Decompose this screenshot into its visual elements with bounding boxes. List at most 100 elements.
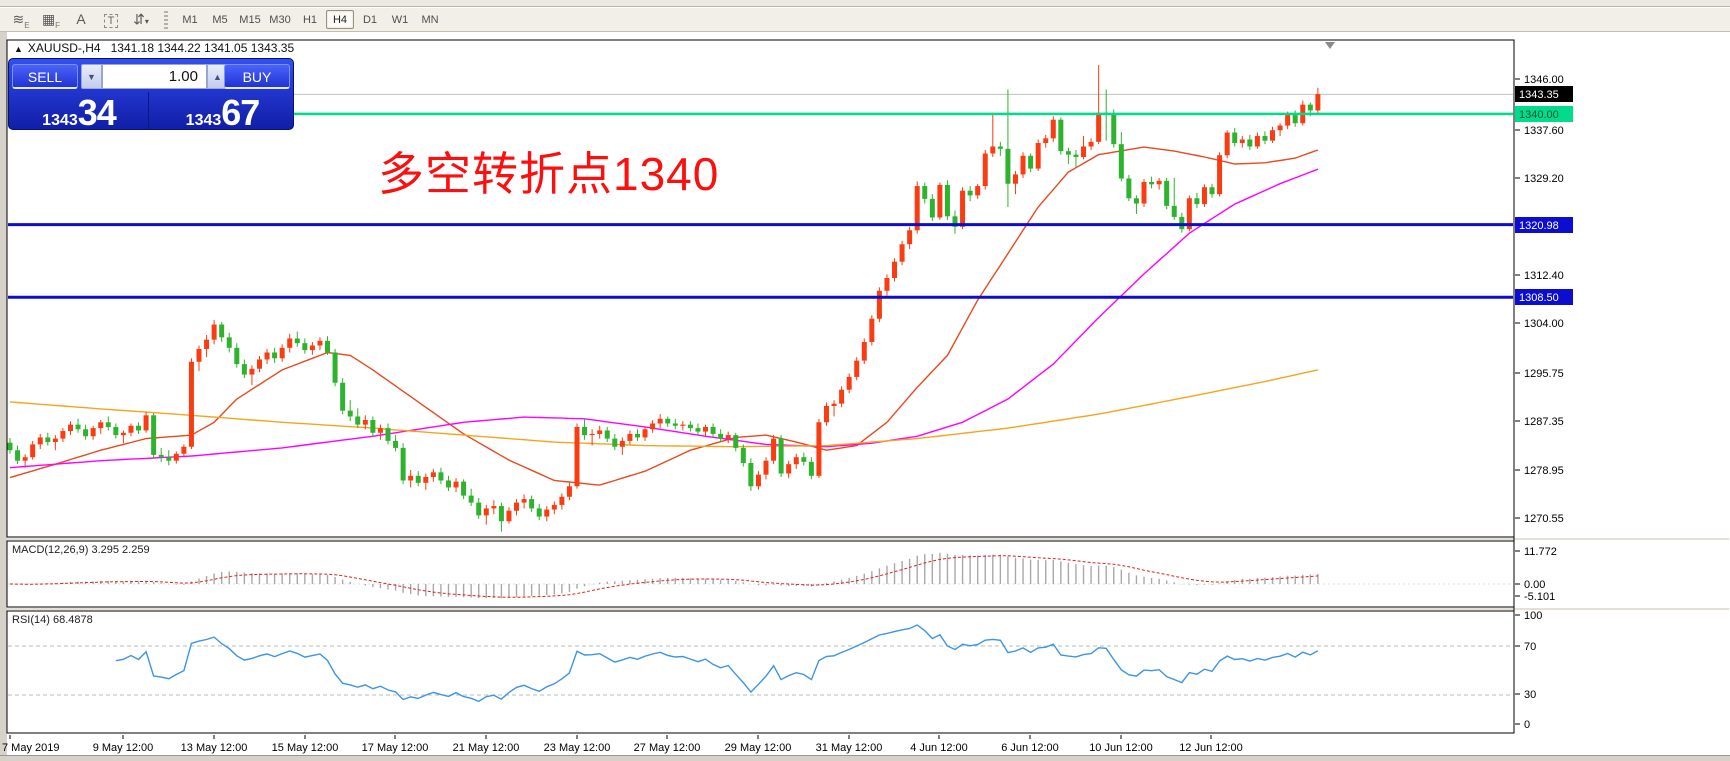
- candle-body-down: [370, 419, 376, 433]
- symbol-period: XAUUSD-,H4: [27, 41, 101, 55]
- candle-body-down: [740, 447, 746, 464]
- candle-body-up: [1201, 187, 1207, 205]
- timeframe-w1[interactable]: W1: [391, 14, 409, 26]
- candle-body-down: [166, 457, 172, 461]
- macd-histogram: [16, 552, 1319, 599]
- candle-body-up: [619, 440, 625, 447]
- candle-body-down: [226, 337, 232, 348]
- candle-body-down: [1209, 187, 1215, 195]
- panel-splitter[interactable]: [7, 608, 1729, 610]
- timeframe-d1[interactable]: D1: [362, 14, 378, 26]
- candle-body-down: [1194, 198, 1200, 205]
- price-badge: [1515, 106, 1573, 122]
- svg-text:29 May 12:00: 29 May 12:00: [725, 742, 792, 754]
- time-axis: 7 May 2019 9 May 12:00 13 May 12:00 15 May …: [2, 735, 1243, 754]
- candle-body-down: [929, 198, 935, 218]
- candle-body-down: [151, 415, 157, 455]
- grid-icon[interactable]: ▦F: [41, 11, 61, 30]
- candle-body-down: [536, 508, 542, 517]
- candle-body-down: [922, 186, 928, 199]
- candle-body-down: [1292, 115, 1298, 124]
- svg-text:7 May 2019: 7 May 2019: [2, 742, 59, 754]
- candle-body-down: [718, 433, 724, 439]
- svg-text:9 May 12:00: 9 May 12:00: [93, 742, 154, 754]
- candle-body-up: [793, 457, 799, 465]
- candle-body-up: [1217, 155, 1223, 195]
- candle-body-down: [332, 352, 338, 383]
- timeframe-m15[interactable]: M15: [239, 14, 261, 26]
- toolbar-separator: [164, 11, 168, 29]
- candle-body-up: [249, 368, 255, 375]
- candle-body-up: [657, 418, 663, 424]
- candle-body-up: [650, 423, 656, 430]
- candle-body-up: [30, 444, 36, 458]
- svg-text:0: 0: [1524, 719, 1530, 731]
- candle-body-up: [627, 433, 633, 441]
- macd-signal-line: [9, 555, 1318, 598]
- candle-body-up: [975, 186, 981, 196]
- buy-button[interactable]: BUY: [224, 64, 290, 89]
- candle-body-up: [703, 426, 709, 432]
- candle-body-down: [529, 499, 535, 509]
- svg-text:1346.00: 1346.00: [1524, 74, 1564, 86]
- timeframe-m1[interactable]: M1: [182, 14, 198, 26]
- candle-body-down: [445, 480, 451, 488]
- candle-body-up: [196, 348, 202, 362]
- text-box-icon[interactable]: T: [98, 9, 124, 30]
- sell-button[interactable]: SELL: [12, 64, 78, 89]
- candle-body-up: [1141, 181, 1147, 204]
- one-click-trading-panel: SELL ▼ ▲ BUY 134334 134367: [8, 58, 294, 133]
- ohlc-values: 1341.18 1344.22 1341.05 1343.35: [110, 41, 295, 55]
- candle-body-up: [786, 464, 792, 474]
- chart-title-line: ▲ XAUUSD-,H4 1341.18 1344.22 1341.05 1343.…: [14, 41, 294, 55]
- candle-body-down: [385, 428, 391, 441]
- candle-body-up: [1224, 132, 1230, 156]
- candle-body-up: [892, 261, 898, 278]
- candle-body-up: [869, 318, 875, 342]
- svg-text:1320.98: 1320.98: [1519, 220, 1559, 232]
- candle-body-down: [294, 338, 300, 344]
- candle-body-up: [1186, 198, 1192, 230]
- timeframe-h4[interactable]: H4: [326, 10, 354, 29]
- volume-input[interactable]: [102, 64, 207, 89]
- candle-body-up: [990, 146, 996, 154]
- bid-price[interactable]: 134334: [10, 92, 149, 133]
- volume-decrease-button[interactable]: ▼: [81, 64, 102, 89]
- candle-body-up: [264, 352, 270, 360]
- candle-body-up: [960, 190, 966, 227]
- candle-body-down: [302, 343, 308, 351]
- svg-text:1278.95: 1278.95: [1524, 465, 1564, 477]
- panel-splitter[interactable]: [7, 538, 1729, 540]
- candle-body-down: [1149, 181, 1155, 185]
- candle-body-up: [256, 359, 262, 369]
- candle-body-up: [982, 153, 988, 187]
- candle-body-down: [15, 450, 21, 461]
- timeframe-h1[interactable]: H1: [302, 14, 318, 26]
- candle-body-down: [1232, 132, 1238, 144]
- timeframe-m30[interactable]: M30: [269, 14, 291, 26]
- candle-body-down: [665, 418, 671, 424]
- chart-shift-marker-icon[interactable]: [1325, 42, 1335, 49]
- candle-body-down: [498, 506, 504, 522]
- candle-body-down: [1118, 144, 1124, 179]
- candle-body-up: [1277, 125, 1283, 131]
- arrows-icon[interactable]: ⇵▾: [133, 11, 149, 27]
- svg-text:1308.50: 1308.50: [1519, 292, 1559, 304]
- ask-price[interactable]: 134367: [185, 92, 261, 133]
- candle-body-up: [173, 453, 179, 461]
- text-label-icon[interactable]: A: [76, 11, 86, 27]
- candle-body-up: [755, 474, 761, 487]
- candle-body-down: [1073, 154, 1079, 157]
- svg-text:1337.60: 1337.60: [1524, 125, 1564, 137]
- candle-body-up: [763, 460, 769, 475]
- candle-body-down: [1262, 136, 1268, 141]
- candle-body-down: [461, 481, 467, 496]
- collapse-icon[interactable]: ▲: [14, 44, 23, 54]
- timeframe-m5[interactable]: M5: [212, 14, 228, 26]
- window-bottom-edge: [0, 755, 1730, 761]
- timeframe-mn[interactable]: MN: [421, 14, 439, 26]
- draw-objects-icon[interactable]: ≋E: [12, 11, 30, 30]
- svg-text:1295.75: 1295.75: [1524, 368, 1564, 380]
